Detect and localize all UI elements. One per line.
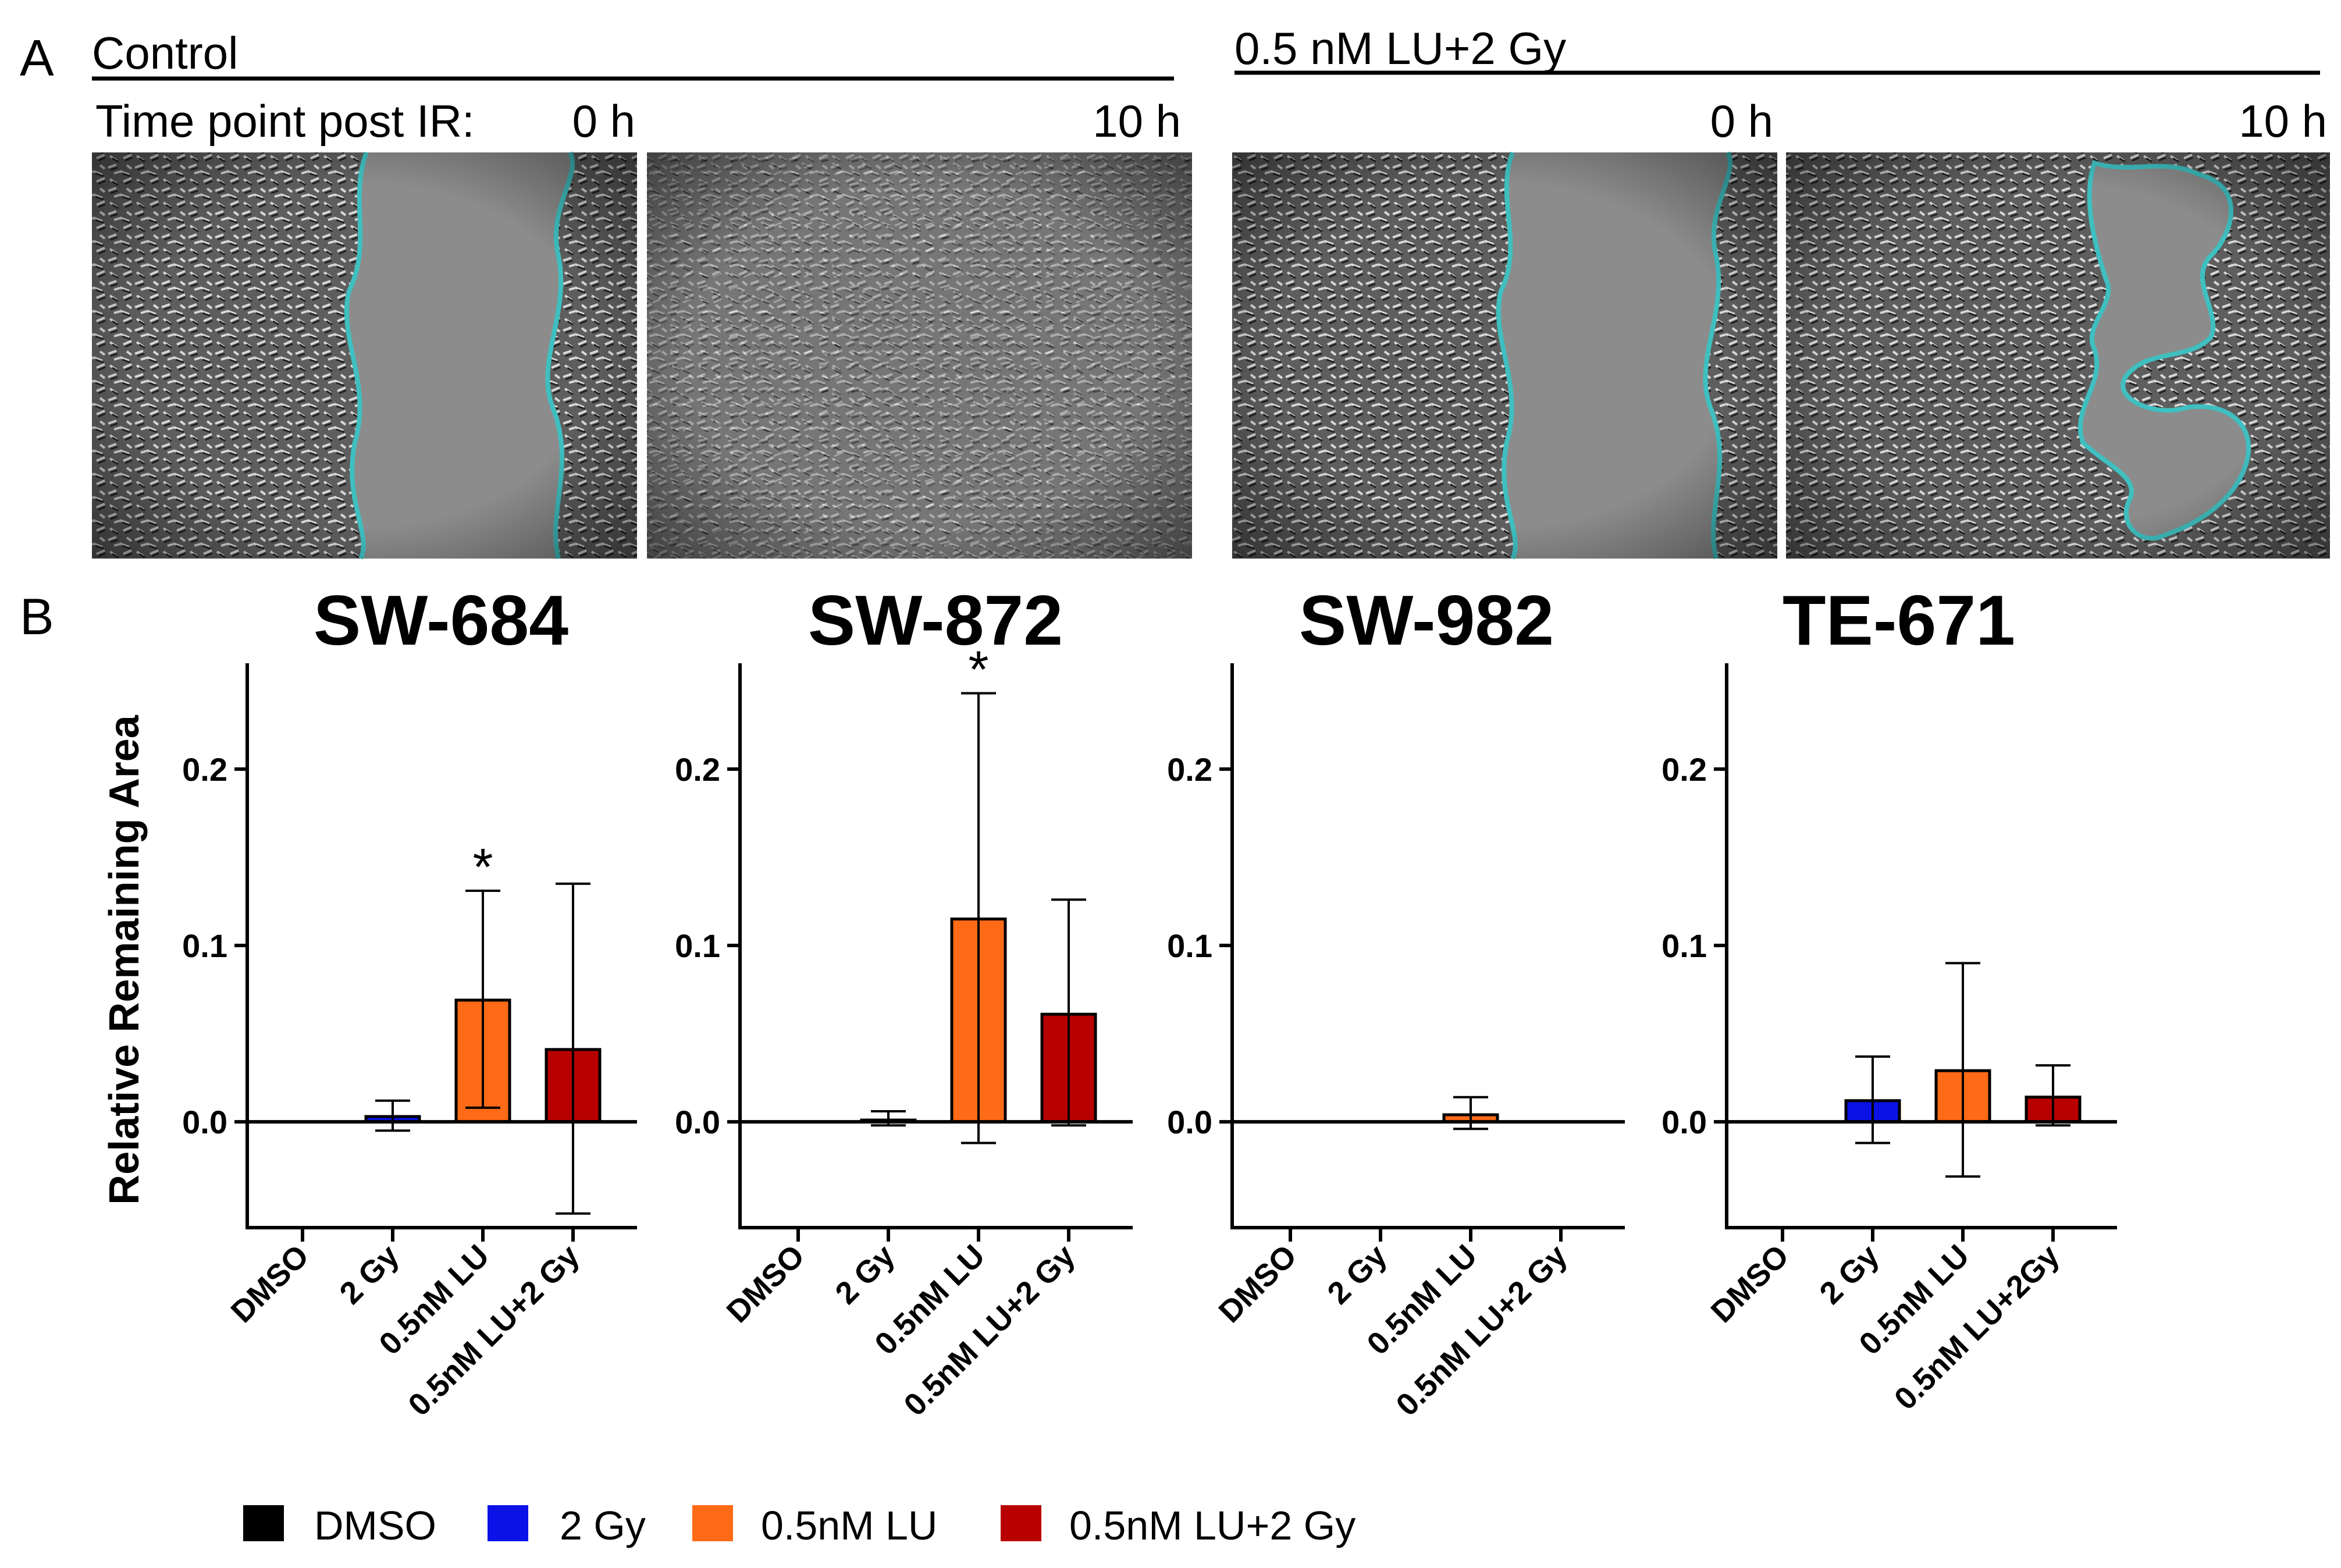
time-row-label: Time point post IR: bbox=[95, 95, 475, 147]
y-tick-label: 0.0 bbox=[182, 1104, 227, 1140]
x-tick-label: 2 Gy bbox=[828, 1238, 901, 1311]
chart-title: SW-872 bbox=[808, 581, 1063, 660]
legend-swatch-dmso bbox=[243, 1505, 284, 1541]
x-tick-label: DMSO bbox=[720, 1238, 812, 1329]
legend-label-lu: 0.5nM LU bbox=[761, 1503, 937, 1548]
legend-label-lu-2gy: 0.5nM LU+2 Gy bbox=[1069, 1503, 1355, 1548]
group-title-treatment: 0.5 nM LU+2 Gy bbox=[1234, 23, 1566, 74]
panel-b-letter: B bbox=[20, 588, 54, 645]
y-tick-label: 0.2 bbox=[182, 751, 227, 788]
y-tick-label: 0.2 bbox=[675, 751, 720, 788]
time-label-control-10h: 10 h bbox=[1093, 95, 1181, 147]
y-tick-label: 0.0 bbox=[1167, 1104, 1212, 1140]
x-tick-label: 0.5nM LU+2 Gy bbox=[401, 1238, 586, 1423]
significance-marker: * bbox=[472, 838, 493, 897]
legend-swatch-lu bbox=[692, 1505, 733, 1541]
y-tick-label: 0.1 bbox=[182, 927, 227, 964]
y-tick-label: 0.2 bbox=[1167, 751, 1212, 788]
x-tick-label: 0.5nM LU+2Gy bbox=[1888, 1238, 2066, 1417]
y-tick-label: 0.1 bbox=[1167, 927, 1212, 964]
x-tick-label: 0.5nM LU+2 Gy bbox=[897, 1238, 1081, 1423]
chart-title: TE-671 bbox=[1783, 581, 2015, 660]
micrograph-treatment-0h bbox=[1232, 151, 1777, 560]
chart-title: SW-982 bbox=[1299, 581, 1554, 660]
panel-a-letter: A bbox=[20, 29, 54, 87]
x-tick-label: 2 Gy bbox=[1813, 1238, 1885, 1311]
legend-swatch-2gy bbox=[488, 1505, 528, 1541]
micrograph-control-0h bbox=[92, 151, 637, 560]
group-title-control: Control bbox=[92, 27, 238, 79]
y-axis-label: Relative Remaining Area bbox=[101, 714, 148, 1205]
y-tick-label: 0.0 bbox=[675, 1104, 720, 1140]
micrograph-control-10h bbox=[647, 152, 1192, 559]
y-tick-label: 0.1 bbox=[675, 927, 720, 964]
significance-marker: * bbox=[968, 641, 988, 699]
chart-title: SW-684 bbox=[314, 581, 568, 660]
x-tick-label: DMSO bbox=[225, 1238, 316, 1329]
time-label-control-0h: 0 h bbox=[572, 95, 635, 147]
x-tick-label: 2 Gy bbox=[1321, 1238, 1393, 1311]
micrograph-treatment-10h bbox=[1786, 152, 2330, 559]
legend-swatch-lu-2gy bbox=[1001, 1505, 1041, 1541]
y-tick-label: 0.2 bbox=[1662, 751, 1707, 788]
legend-label-dmso: DMSO bbox=[314, 1503, 436, 1548]
x-tick-label: 2 Gy bbox=[333, 1238, 405, 1311]
x-tick-label: 0.5nM LU+2 Gy bbox=[1389, 1238, 1574, 1423]
legend-label-2gy: 2 Gy bbox=[560, 1503, 646, 1548]
time-label-treatment-0h: 0 h bbox=[1710, 95, 1773, 147]
x-tick-label: DMSO bbox=[1705, 1238, 1796, 1329]
x-tick-label: DMSO bbox=[1212, 1238, 1304, 1329]
time-label-treatment-10h: 10 h bbox=[2239, 95, 2327, 147]
y-tick-label: 0.0 bbox=[1662, 1104, 1707, 1140]
legend: DMSO 2 Gy 0.5nM LU 0.5nM LU+2 Gy bbox=[243, 1503, 1355, 1548]
y-tick-label: 0.1 bbox=[1662, 927, 1707, 964]
